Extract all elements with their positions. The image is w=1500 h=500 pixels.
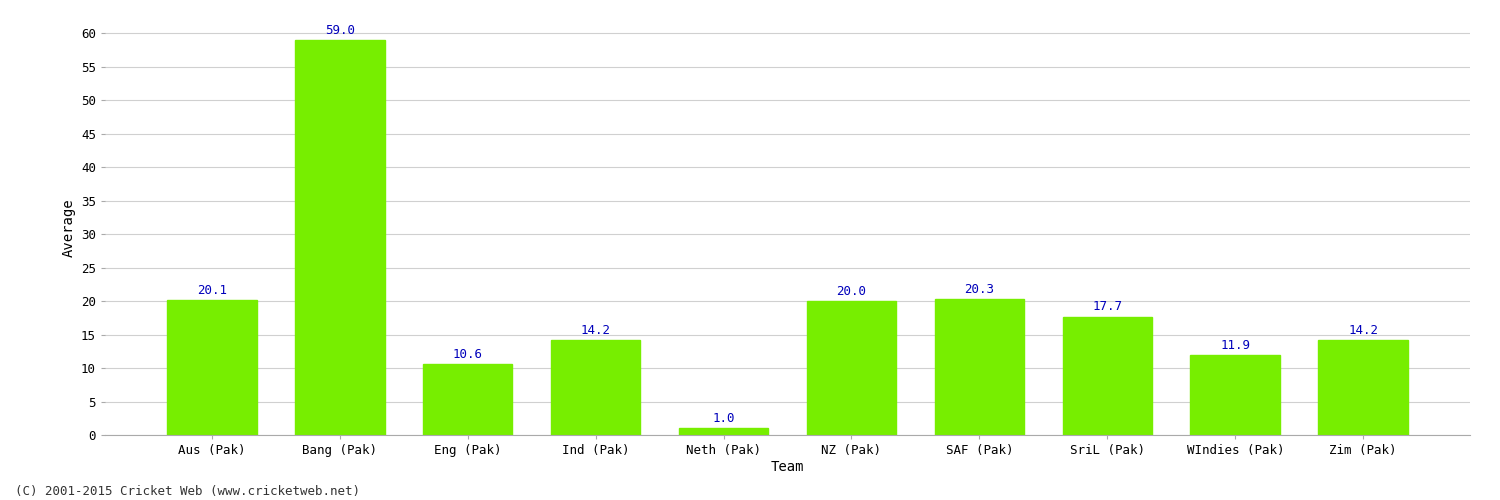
Bar bbox=[1191, 356, 1280, 435]
Text: 10.6: 10.6 bbox=[453, 348, 483, 360]
Text: 20.3: 20.3 bbox=[964, 283, 994, 296]
Text: 14.2: 14.2 bbox=[580, 324, 610, 336]
X-axis label: Team: Team bbox=[771, 460, 804, 474]
Y-axis label: Average: Average bbox=[62, 198, 75, 257]
Bar bbox=[296, 40, 384, 435]
Bar bbox=[550, 340, 640, 435]
Bar bbox=[680, 428, 768, 435]
Text: 20.0: 20.0 bbox=[837, 285, 867, 298]
Bar bbox=[1318, 340, 1408, 435]
Bar bbox=[1062, 316, 1152, 435]
Text: 11.9: 11.9 bbox=[1221, 339, 1251, 352]
Text: 1.0: 1.0 bbox=[712, 412, 735, 425]
Text: 14.2: 14.2 bbox=[1348, 324, 1378, 336]
Bar bbox=[934, 299, 1024, 435]
Text: 17.7: 17.7 bbox=[1092, 300, 1122, 313]
Bar bbox=[423, 364, 513, 435]
Text: (C) 2001-2015 Cricket Web (www.cricketweb.net): (C) 2001-2015 Cricket Web (www.cricketwe… bbox=[15, 485, 360, 498]
Text: 20.1: 20.1 bbox=[196, 284, 226, 297]
Text: 59.0: 59.0 bbox=[324, 24, 354, 36]
Bar bbox=[166, 300, 256, 435]
Bar bbox=[807, 301, 895, 435]
